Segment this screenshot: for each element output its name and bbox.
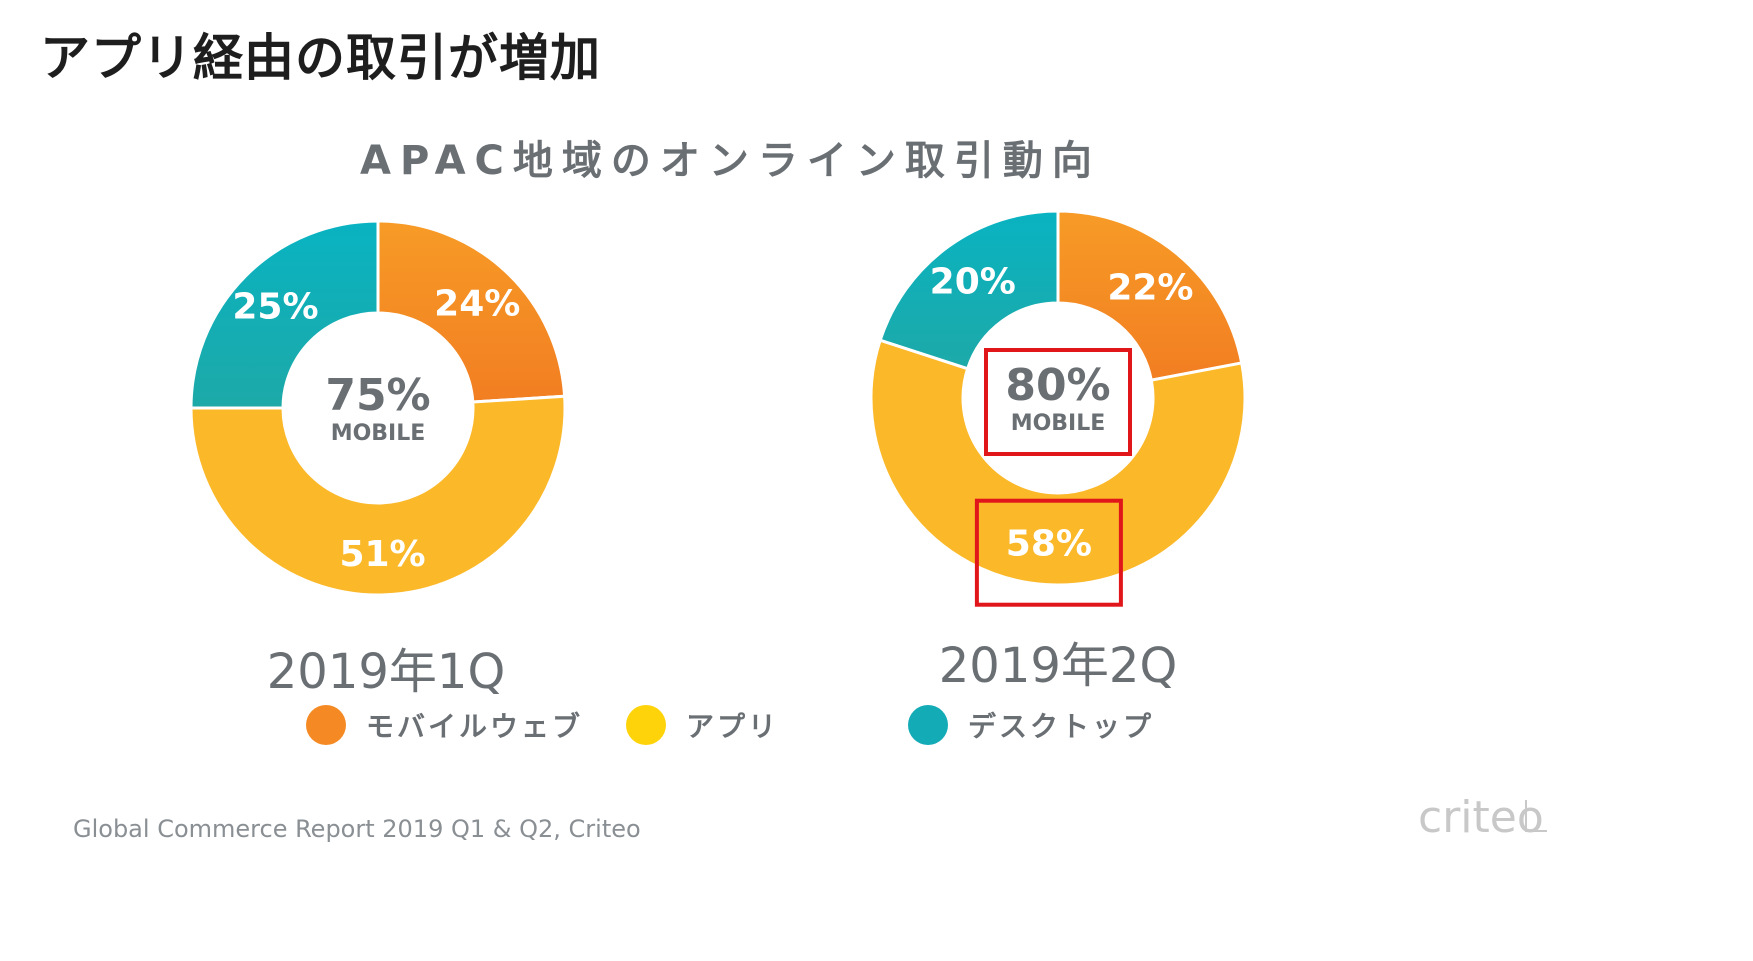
slice-label-app: 58% <box>1006 524 1092 565</box>
legend-dot-desktop <box>908 705 948 745</box>
slice-mobile-web <box>1056 209 1244 382</box>
slice-label-desktop: 20% <box>930 262 1016 303</box>
slice-mobile-web <box>376 219 567 404</box>
period-label-2q: 2019年2Q <box>938 638 1178 694</box>
center-label: MOBILE <box>1011 411 1106 436</box>
criteo-logo-mark <box>1525 800 1547 832</box>
period-label-1q: 2019年1Q <box>266 644 506 700</box>
slice-app <box>189 394 567 597</box>
center-value: 80% <box>1005 360 1110 411</box>
slice-label-desktop: 25% <box>232 286 318 327</box>
legend-label-desktop: デスクトップ <box>968 710 1155 743</box>
legend-dot-mobile-web <box>306 705 346 745</box>
legend-dot-app <box>626 705 666 745</box>
slice-desktop <box>189 219 380 410</box>
source-caption: Global Commerce Report 2019 Q1 & Q2, Cri… <box>73 815 641 843</box>
donut-chart-2019-2q: 22% 58% 20% 80%MOBILE <box>869 209 1247 607</box>
slice-app <box>869 338 1247 587</box>
center-label: MOBILE <box>331 421 426 446</box>
highlight-box-center <box>984 348 1132 456</box>
legend-label-mobile-web: モバイルウェブ <box>366 710 584 743</box>
legend-label-app: アプリ <box>686 710 780 743</box>
center-value: 75% <box>325 370 430 421</box>
slice-label-app: 51% <box>339 534 425 575</box>
slice-desktop <box>878 209 1060 371</box>
criteo-logo: criteo <box>1418 792 1544 843</box>
highlight-box-app <box>974 498 1123 607</box>
legend-item-desktop: デスクトップ <box>908 700 1154 750</box>
legend-item-mobile-web: モバイルウェブ <box>306 700 583 750</box>
chart-title: APAC地域のオンライン取引動向 <box>360 138 1101 184</box>
donut-chart-2019-1q: 24% 51% 25% 75%MOBILE <box>189 219 567 597</box>
legend-item-app: アプリ <box>626 700 779 750</box>
page-title: アプリ経由の取引が増加 <box>40 29 601 87</box>
slice-label-mobile-web: 22% <box>1107 267 1193 308</box>
slice-label-mobile-web: 24% <box>434 283 520 324</box>
